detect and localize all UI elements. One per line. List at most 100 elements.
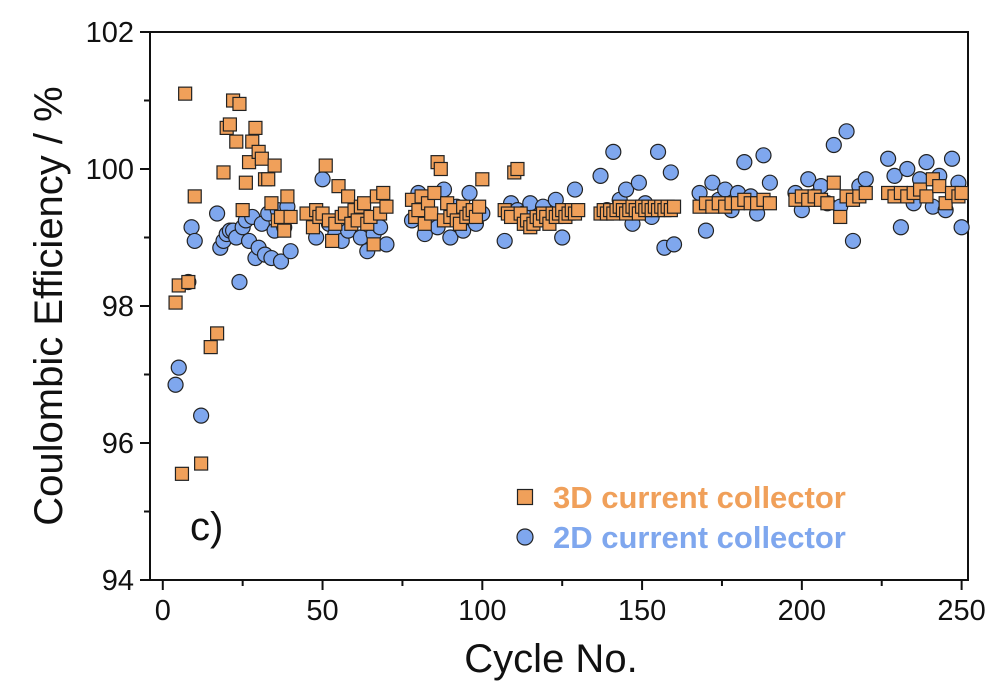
data-point-3d [341, 189, 356, 204]
data-point-2d [838, 123, 855, 140]
data-point-3d [261, 172, 276, 187]
y-tick-label: 96 [102, 428, 134, 460]
data-point-2d [378, 236, 395, 253]
data-point-2d [461, 184, 478, 202]
data-point-2d [953, 219, 970, 236]
data-point-3d [267, 158, 282, 173]
data-point-3d [232, 96, 247, 112]
y-axis-title: Coulombic Efficiency / % [27, 86, 71, 525]
data-point-2d [899, 160, 916, 178]
legend-label-2d: 2D current collector [553, 520, 846, 555]
data-point-3d [376, 185, 391, 201]
data-point-3d [356, 196, 372, 211]
data-point-3d [932, 179, 947, 194]
data-point-2d [800, 171, 817, 188]
legend-marker-3d [516, 488, 534, 506]
data-point-3d [264, 196, 279, 211]
data-point-2d [566, 181, 584, 198]
data-point-3d [194, 456, 209, 471]
data-point-3d [858, 185, 873, 201]
data-point-3d [510, 161, 525, 177]
data-point-3d [283, 209, 298, 225]
data-point-2d [442, 229, 459, 246]
data-point-3d [325, 233, 340, 249]
data-point-3d [919, 189, 934, 204]
data-point-3d [229, 134, 244, 149]
data-point-3d [181, 274, 196, 290]
data-point-2d [755, 147, 772, 164]
data-point-2d [736, 154, 753, 171]
data-point-3d [174, 466, 190, 481]
legend-marker-2d [516, 528, 534, 546]
data-point-3d [424, 206, 439, 221]
data-point-2d [554, 229, 571, 246]
data-point-2d [592, 167, 609, 184]
data-point-2d [704, 174, 721, 191]
data-point-3d [475, 172, 490, 187]
data-point-3d [433, 161, 448, 177]
data-point-3d [954, 185, 969, 201]
data-point-2d [605, 143, 622, 160]
data-point-2d [880, 150, 897, 167]
x-tick-label: 0 [155, 595, 171, 627]
legend-label-3d: 3D current collector [553, 480, 846, 515]
data-point-2d [170, 359, 187, 376]
y-tick-label: 98 [102, 291, 134, 323]
legend: 3D current collector 2D current collector [516, 480, 846, 555]
data-point-2d [918, 154, 935, 171]
x-axis-title: Cycle No. [464, 637, 637, 681]
y-tick-label: 94 [102, 565, 134, 597]
data-point-2d [844, 232, 862, 250]
data-point-3d [187, 189, 202, 204]
data-point-2d [857, 171, 874, 188]
labels-layer: 0 50 100 150 200 250 94 96 98 100 102 Cycle No. Coul… [27, 17, 986, 681]
x-tick-label: 250 [937, 595, 985, 627]
data-point-2d [209, 205, 226, 222]
data-point-3d [762, 196, 777, 211]
data-point-2d [630, 174, 647, 191]
data-point-2d [618, 181, 635, 198]
panel-label: c) [190, 505, 223, 549]
data-point-2d [943, 150, 961, 167]
data-point-3d [248, 120, 263, 136]
points-layer [167, 86, 970, 481]
data-point-3d [168, 295, 183, 310]
data-point-2d [314, 171, 331, 188]
data-point-3d [216, 165, 231, 180]
data-point-2d [665, 236, 683, 253]
data-point-2d [649, 143, 667, 160]
x-tick-label: 150 [618, 595, 666, 627]
x-tick-label: 200 [778, 595, 826, 627]
data-point-3d [222, 117, 237, 132]
y-tick-label: 102 [86, 17, 134, 49]
data-point-3d [277, 223, 292, 238]
data-point-3d [178, 86, 193, 101]
axes-layer [140, 31, 969, 590]
data-point-3d [280, 189, 295, 204]
data-point-3d [379, 199, 394, 214]
data-point-3d [666, 199, 682, 214]
data-point-3d [366, 237, 381, 252]
data-point-3d [235, 203, 250, 218]
data-point-2d [282, 243, 299, 260]
data-point-2d [183, 219, 200, 236]
data-point-3d [238, 175, 253, 190]
data-point-3d [826, 175, 841, 190]
data-point-2d [193, 407, 210, 424]
y-tick-label: 100 [86, 154, 134, 186]
data-point-2d [825, 136, 842, 154]
data-point-2d [167, 376, 184, 393]
data-point-3d [254, 151, 269, 166]
data-point-2d [886, 167, 903, 184]
data-point-3d [472, 199, 487, 214]
data-point-3d [571, 203, 586, 218]
x-tick-label: 50 [306, 595, 338, 627]
data-point-3d [210, 326, 225, 341]
data-point-2d [892, 219, 909, 236]
data-point-3d [203, 340, 218, 355]
data-point-3d [820, 196, 835, 211]
x-tick-label: 100 [458, 595, 506, 627]
data-point-3d [427, 185, 442, 201]
data-point-2d [231, 273, 248, 291]
data-point-2d [496, 232, 513, 250]
